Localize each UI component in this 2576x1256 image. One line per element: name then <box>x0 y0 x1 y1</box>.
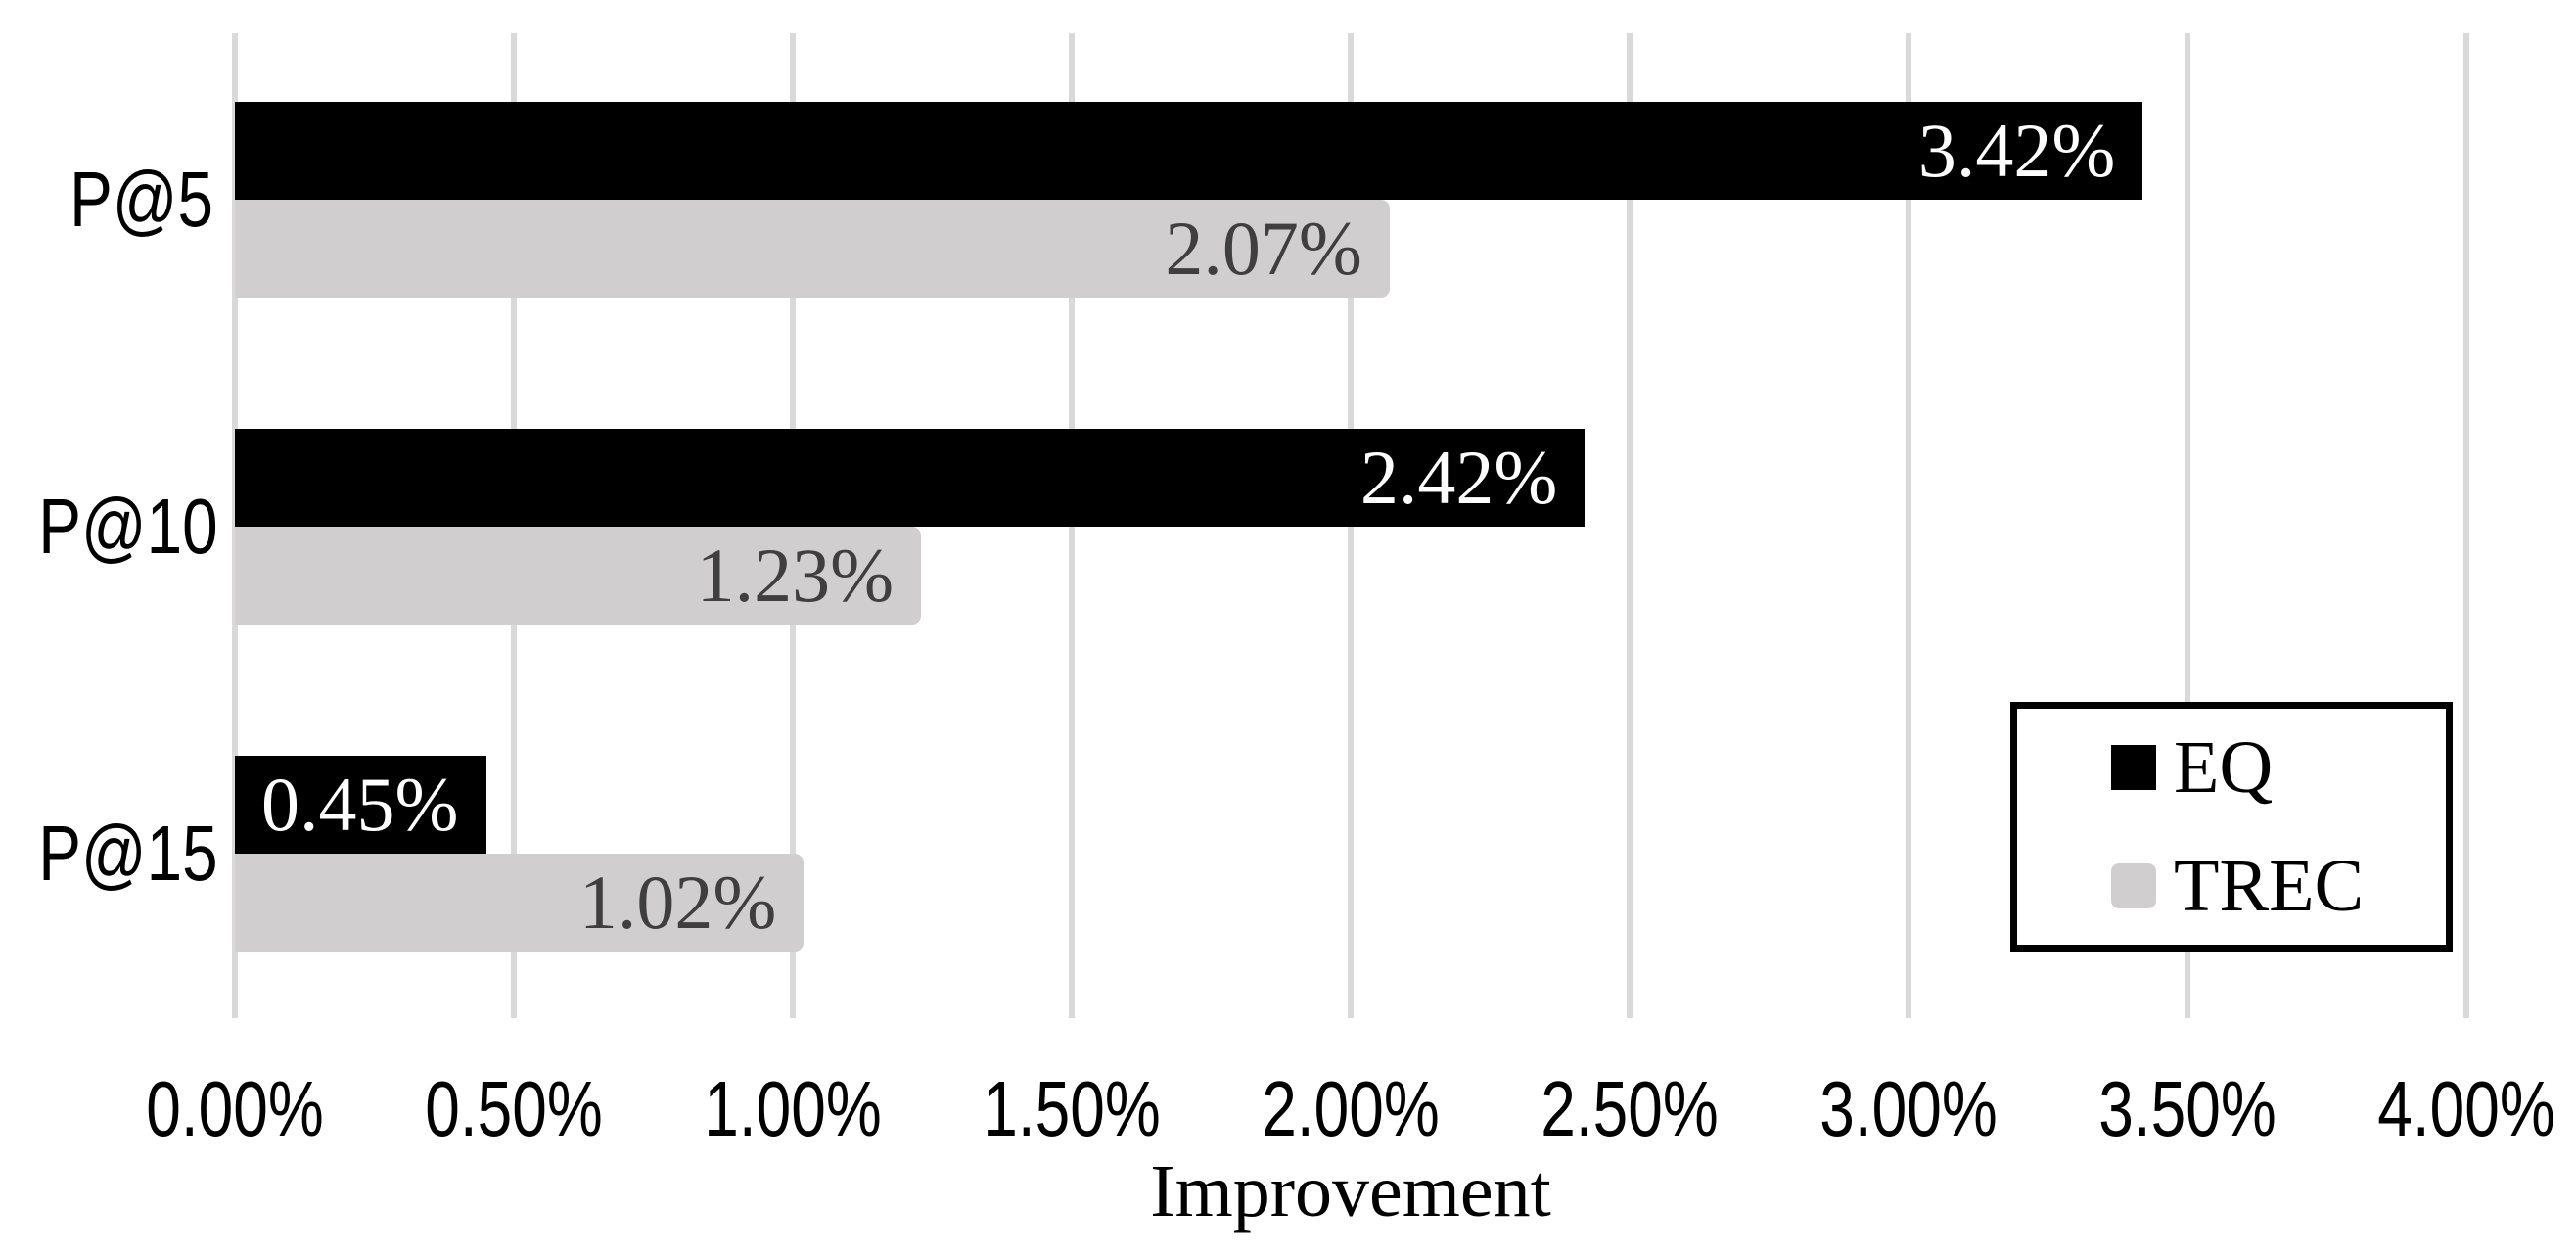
x-tick-label: 3.50% <box>2098 1065 2277 1152</box>
gridline <box>2185 33 2190 1018</box>
bar-value-label: 1.23% <box>696 533 895 618</box>
category-label-P10: P@10 <box>38 483 218 570</box>
x-tick-label: 0.00% <box>146 1065 324 1152</box>
x-axis-title: Improvement <box>1150 1150 1551 1233</box>
bar-eq-P5: 3.42% <box>235 102 2143 200</box>
bar-value-label: 0.45% <box>261 762 459 847</box>
legend-item-eq: EQ <box>2017 730 2446 805</box>
category-label-P15: P@15 <box>38 810 218 897</box>
legend-item-trec: TREC <box>2017 849 2446 923</box>
bar-trec-P15: 1.02% <box>235 854 805 952</box>
gridline <box>1906 33 1911 1018</box>
bar-trec-P10: 1.23% <box>235 527 922 625</box>
x-tick-label: 4.00% <box>2377 1065 2555 1152</box>
x-tick-label: 2.50% <box>1541 1065 1719 1152</box>
x-tick-label: 1.00% <box>704 1065 882 1152</box>
legend-label-trec: TREC <box>2174 844 2365 927</box>
bar-value-label: 2.42% <box>1359 435 1558 520</box>
trec-swatch-icon <box>2111 862 2156 908</box>
bar-trec-P5: 2.07% <box>235 200 1390 298</box>
x-tick-label: 1.50% <box>983 1065 1161 1152</box>
x-tick-label: 2.00% <box>1262 1065 1440 1152</box>
bar-value-label: 1.02% <box>578 860 777 945</box>
x-tick-label: 0.50% <box>425 1065 603 1152</box>
legend: EQ TREC <box>2010 702 2453 952</box>
bar-eq-P10: 2.42% <box>235 429 1586 527</box>
eq-swatch-icon <box>2111 745 2156 791</box>
legend-label-eq: EQ <box>2174 726 2274 810</box>
x-tick-label: 3.00% <box>1819 1065 1998 1152</box>
gridline <box>2463 33 2469 1018</box>
gridline <box>1627 33 1633 1018</box>
bar-eq-P15: 0.45% <box>235 756 486 854</box>
bar-value-label: 2.07% <box>1165 206 1362 291</box>
category-label-P5: P@5 <box>69 156 213 243</box>
bar-value-label: 3.42% <box>1917 108 2116 193</box>
